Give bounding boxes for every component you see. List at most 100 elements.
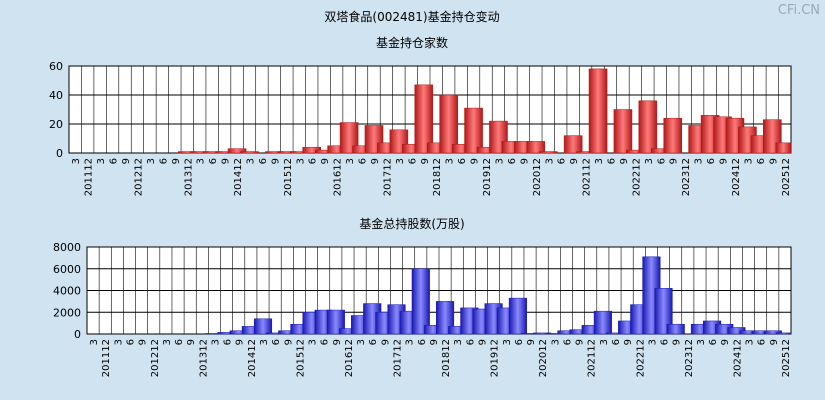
chart2-xtick-label: 9 (672, 339, 683, 345)
chart2-xtick-label: 201212 (150, 339, 161, 377)
chart1-xtick-label: 3 (445, 158, 456, 164)
chart2-xtick-label: 9 (429, 339, 440, 345)
chart1-xtick-label: 3 (246, 158, 257, 164)
chart1-xtick-label: 202312 (681, 158, 692, 196)
chart2-xtick-label: 6 (271, 339, 282, 345)
chart2-xtick-label: 201712 (393, 339, 404, 377)
chart2-ytick-label: 4000 (53, 285, 81, 298)
chart2-xtick-label: 201812 (441, 339, 452, 377)
chart1-xtick-label: 201912 (482, 158, 493, 196)
chart2-xtick-label: 201512 (295, 339, 306, 377)
chart2-xtick-label: 9 (575, 339, 586, 345)
chart1-xtick-label: 3 (196, 158, 207, 164)
chart1-xtick-label: 9 (619, 158, 630, 164)
chart1-xtick-label: 9 (420, 158, 431, 164)
chart2-xtick-label: 3 (647, 339, 658, 345)
chart2-xtick-label: 6 (611, 339, 622, 345)
chart1-xtick-label: 9 (569, 158, 580, 164)
chart1-xtick-label: 9 (470, 158, 481, 164)
chart2-title: 基金总持股数(万股) (359, 216, 464, 231)
chart1-xtick-label: 9 (121, 158, 132, 164)
chart1-xtick-label: 202012 (532, 158, 543, 196)
chart2-ytick-label: 6000 (53, 263, 81, 276)
chart1-xtick-label: 6 (557, 158, 568, 164)
chart2-xtick-label: 9 (235, 339, 246, 345)
chart1-xtick-label: 6 (656, 158, 667, 164)
chart1-xtick-label: 9 (221, 158, 232, 164)
chart2-ytick-label: 8000 (53, 241, 81, 254)
chart2-bar (253, 318, 273, 335)
chart1-xtick-label: 9 (768, 158, 779, 164)
chart1-xtick-label: 6 (358, 158, 369, 164)
chart1-bar (538, 151, 558, 154)
chart2-xtick-label: 202212 (635, 339, 646, 377)
chart1-bar (563, 135, 583, 154)
chart1-xtick-label: 3 (494, 158, 505, 164)
chart2-xtick-label: 6 (368, 339, 379, 345)
chart2-xtick-label: 9 (186, 339, 197, 345)
chart1-xtick-label: 9 (320, 158, 331, 164)
chart2-xtick-label: 6 (174, 339, 185, 345)
chart2-xtick-label: 202412 (732, 339, 743, 377)
chart2-bar (436, 301, 455, 335)
chart1-xtick-label: 202512 (781, 158, 792, 196)
chart1-xtick-label: 3 (395, 158, 406, 164)
chart1-xtick-label: 3 (295, 158, 306, 164)
chart1-xtick-label: 3 (594, 158, 605, 164)
chart2-xtick-label: 3 (696, 339, 707, 345)
chart2-bar (654, 288, 673, 335)
chart1-xtick-label: 6 (706, 158, 717, 164)
chart1-xtick-label: 6 (258, 158, 269, 164)
chart2-xtick-label: 201312 (198, 339, 209, 377)
chart2-xtick-label: 3 (89, 339, 100, 345)
chart1-xtick-label: 201812 (432, 158, 443, 196)
chart1-xtick-label: 6 (208, 158, 219, 164)
chart2-xtick-label: 3 (405, 339, 416, 345)
chart1-xtick-label: 6 (457, 158, 468, 164)
chart2-xtick-label: 6 (660, 339, 671, 345)
chart1-xtick-label: 6 (407, 158, 418, 164)
chart2-bar (666, 323, 685, 335)
chart1-bar (227, 148, 247, 154)
chart1-ytick-label: 60 (49, 60, 63, 73)
chart1-xtick-label: 9 (669, 158, 680, 164)
chart2-ytick-label: 0 (74, 328, 81, 341)
chart2-xtick-label: 3 (745, 339, 756, 345)
chart1-bar (414, 84, 434, 154)
chart2-xtick-label: 201112 (101, 339, 112, 377)
chart1-xtick-label: 201712 (382, 158, 393, 196)
chart2-xtick-label: 3 (502, 339, 513, 345)
chart2-bar (775, 332, 792, 335)
chart1-bar (613, 109, 633, 154)
chart1-xtick-label: 3 (694, 158, 705, 164)
page-title: 双塔食品(002481)基金持仓变动 (324, 9, 499, 24)
chart1-xtick-label: 201312 (183, 158, 194, 196)
chart1-xtick-label: 3 (71, 158, 82, 164)
chart1-xtick-label: 6 (109, 158, 120, 164)
chart2-xtick-label: 6 (223, 339, 234, 345)
chart2-xtick-label: 3 (550, 339, 561, 345)
chart1-xtick-label: 9 (719, 158, 730, 164)
chart1-xtick-label: 202412 (731, 158, 742, 196)
chart2-xtick-label: 3 (356, 339, 367, 345)
chart2-xtick-label: 9 (138, 339, 149, 345)
chart1-xtick-label: 3 (544, 158, 555, 164)
chart2-xtick-label: 6 (708, 339, 719, 345)
chart1-bar (240, 151, 259, 154)
chart1-bar (526, 141, 546, 154)
chart1-bar (638, 100, 658, 154)
chart1-bar (464, 107, 483, 154)
chart2-xtick-label: 6 (465, 339, 476, 345)
chart2-xtick-label: 3 (162, 339, 173, 345)
chart1-xtick-label: 201212 (133, 158, 144, 196)
chart2-xtick-label: 9 (720, 339, 731, 345)
chart2-bar (763, 330, 782, 335)
chart2-xtick-label: 9 (332, 339, 343, 345)
chart2-xtick-label: 3 (210, 339, 221, 345)
chart2-ytick-label: 2000 (53, 306, 81, 319)
chart1-xtick-label: 202112 (582, 158, 593, 196)
chart1-xtick-label: 6 (308, 158, 319, 164)
chart1-ytick-label: 20 (49, 118, 63, 131)
chart2-xtick-label: 202312 (684, 339, 695, 377)
